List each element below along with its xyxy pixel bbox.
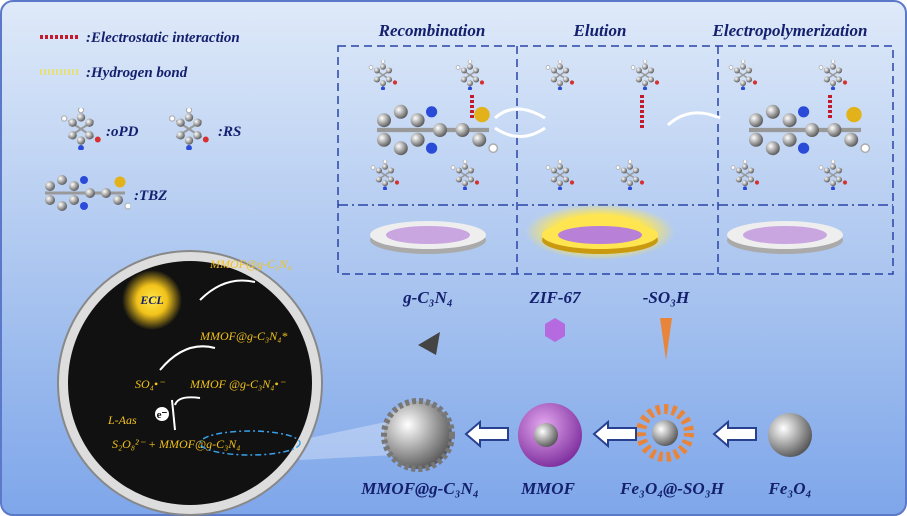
opd-label: :oPD — [106, 124, 139, 140]
reagent-label: ZIF-67 — [529, 288, 583, 307]
electrodes — [370, 204, 843, 260]
panel-title: Electropolymerization — [712, 21, 868, 40]
product-label: MMOF@g-C₃N₄ — [209, 257, 291, 271]
product-label: MMOF — [520, 479, 576, 498]
ecl-circle: ECL MMOF@g-C₃N₄ MMOF@g-C₃N₄* SO₄•⁻ MMOF … — [57, 250, 323, 516]
fe3o4-so3h-particle — [636, 404, 694, 462]
product-label: Fe₃O₄ — [767, 479, 811, 498]
ecl-label: ECL — [139, 293, 163, 307]
electron-icon — [155, 407, 169, 421]
excited-label: MMOF@g-C₃N₄* — [199, 329, 287, 343]
rs-label: :RS — [218, 124, 241, 140]
synthesis: g-C₃N₄ ZIF-67 -SO₃H MMOF@g-C₃N₄ MMOF Fe₃… — [360, 288, 812, 498]
sulfate-radical-label: SO₄•⁻ — [135, 377, 166, 391]
arrow — [493, 107, 546, 120]
panel-frame — [337, 45, 894, 275]
legend: :Electrostatic interaction :Hydrogen bon… — [40, 30, 241, 213]
hydrogen-bond-label: :Hydrogen bond — [86, 65, 188, 81]
panel-title: Elution — [573, 21, 627, 40]
fe3o4-particle — [768, 413, 812, 457]
zoom-beam — [250, 405, 395, 460]
electron-label: e⁻ — [157, 409, 168, 421]
product-label: MMOF@g-C₃N₄ — [360, 479, 479, 498]
anion-radical-label: MMOF @g-C₃N₄•⁻ — [189, 377, 287, 391]
laas-label: L-Aas — [107, 413, 137, 427]
ecl-glow — [122, 270, 182, 330]
mmof-gcn-particle — [381, 398, 455, 472]
reagent-label: g-C₃N₄ — [402, 288, 453, 307]
arrow — [666, 111, 721, 127]
reactants-label: S₂O₈²⁻ + MMOF@g-C₃N₄ — [112, 437, 240, 451]
electrostatic-label: :Electrostatic interaction — [86, 30, 240, 46]
arrow — [199, 279, 256, 301]
panel-title: Recombination — [378, 21, 486, 40]
mip-panels: Recombination Elution Electropolymerizat… — [337, 21, 894, 275]
tbz-label: :TBZ — [134, 188, 167, 204]
product-label: Fe₃O₄@-SO₃H — [619, 479, 724, 498]
reagent-label: -SO₃H — [643, 288, 690, 307]
arrows — [464, 419, 757, 449]
